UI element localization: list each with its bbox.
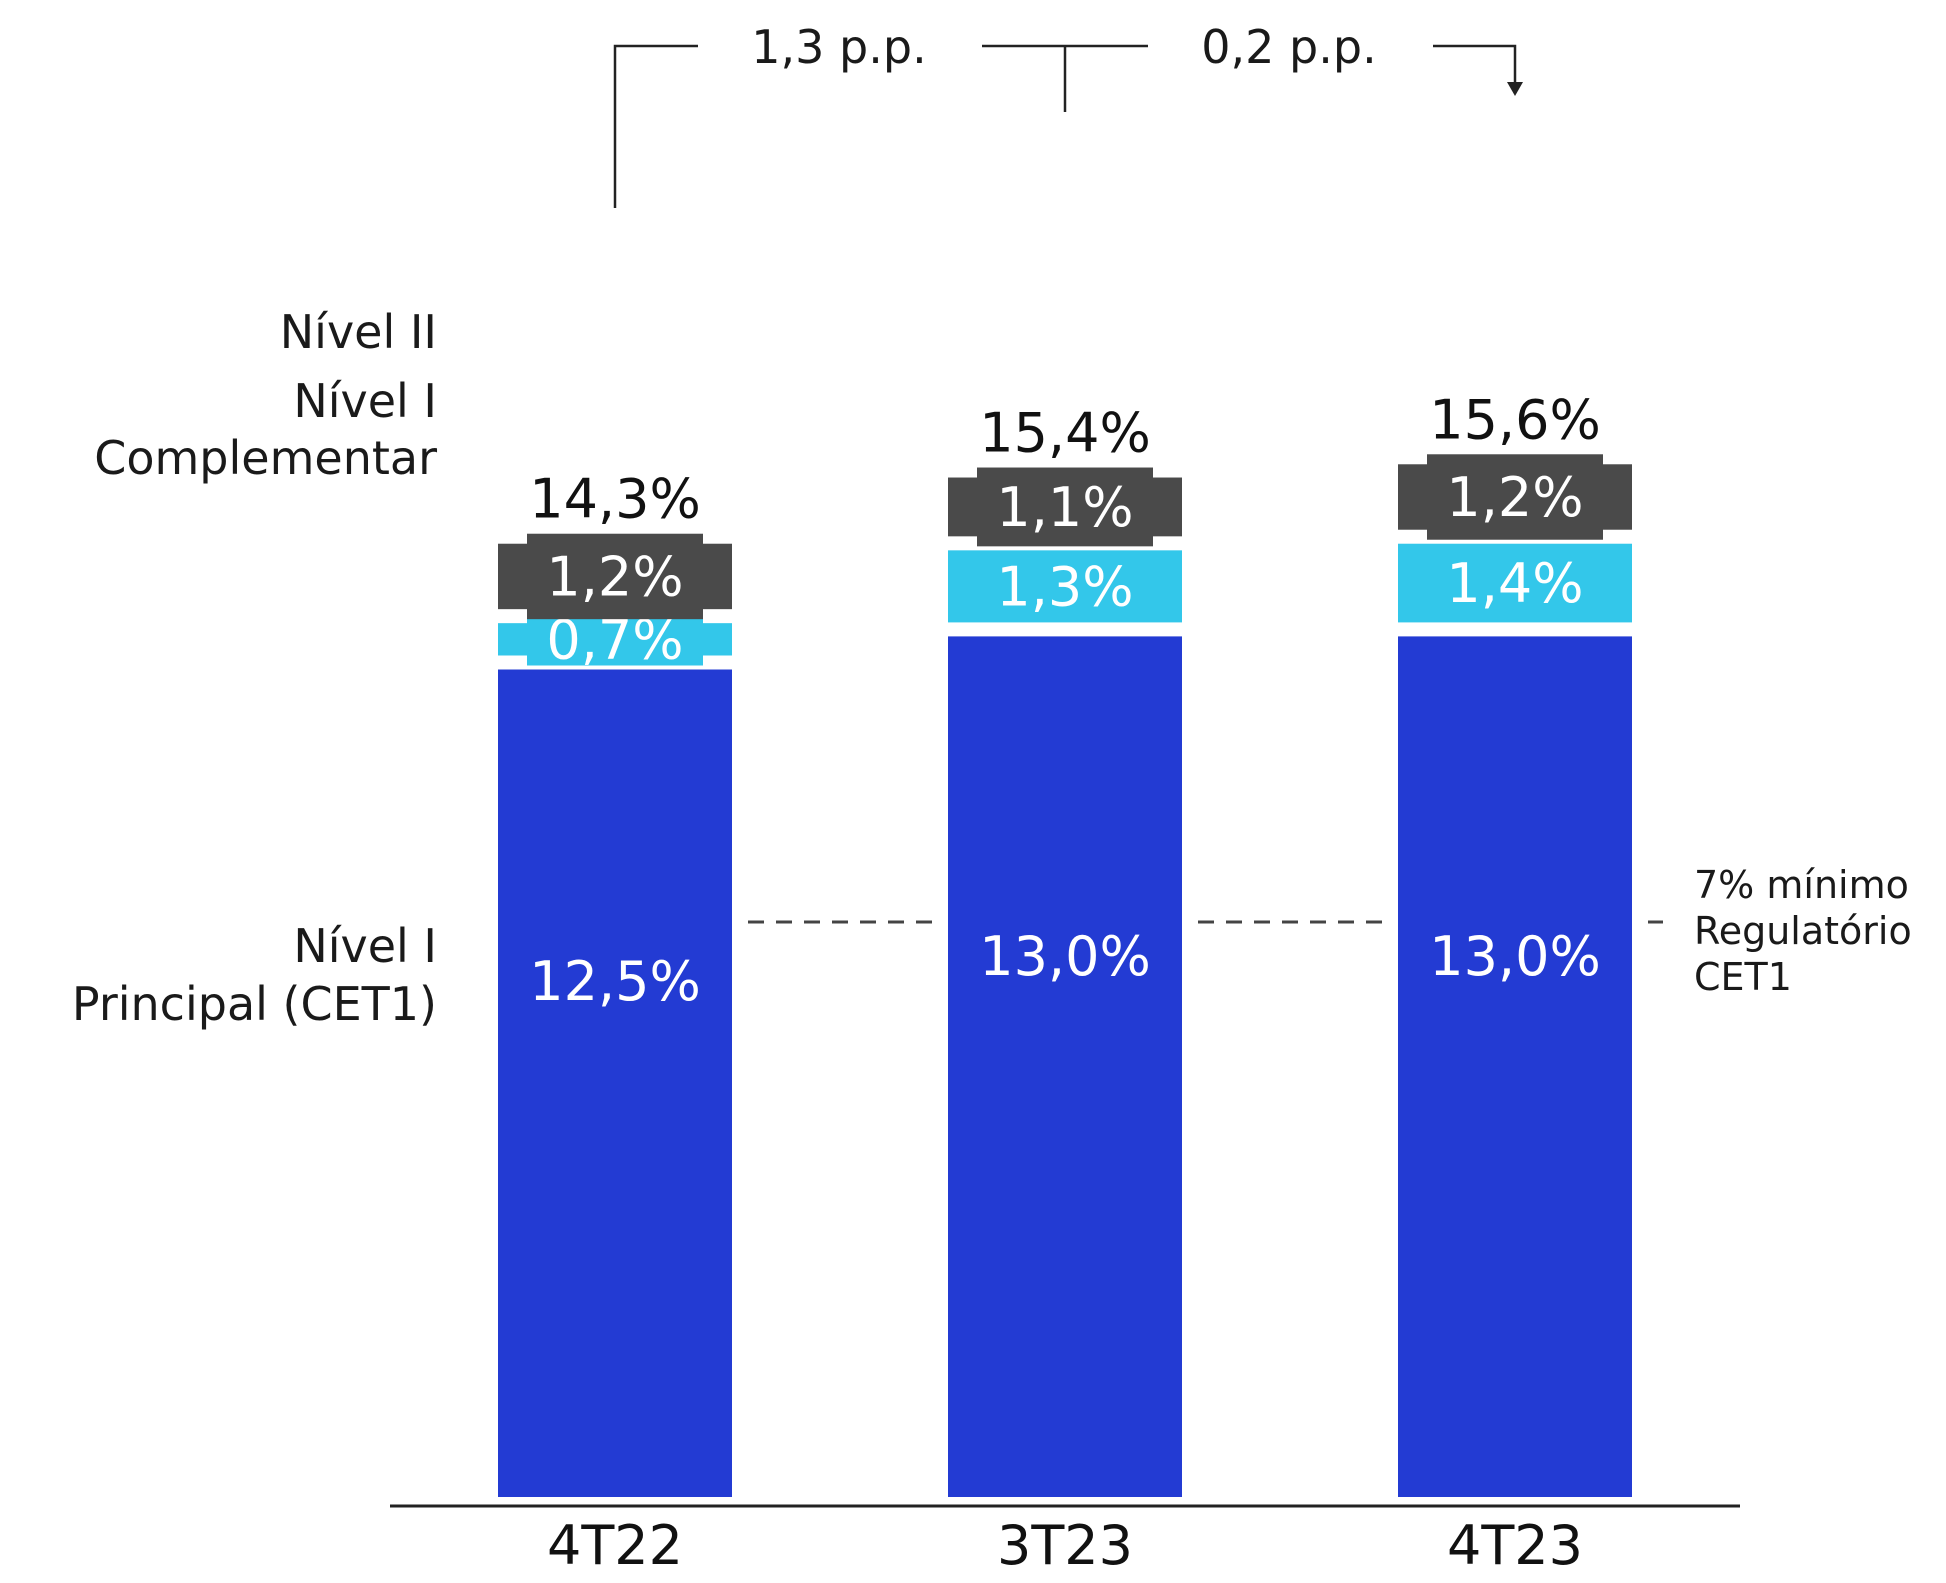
reference-label-line1: 7% mínimo [1694, 863, 1909, 907]
delta-label-1: 1,3 p.p. [751, 20, 926, 74]
bar-label-tab-nivel2-3T23 [977, 467, 1153, 547]
bar-value-label-cet1-4T22: 12,5% [529, 950, 701, 1013]
bar-value-label-complementar-3T23: 1,3% [996, 555, 1133, 618]
bars-layer: 12,5%0,7%1,2%14,3%4T2213,0%1,3%1,1%15,4%… [390, 388, 1740, 1577]
series-label-cet1-line2: Principal (CET1) [72, 977, 437, 1031]
annotations-layer [613, 44, 1663, 924]
bar-total-label-4T22: 14,3% [529, 468, 701, 531]
bar-segment-cet1-4T22 [498, 669, 732, 1497]
bar-segment-cet1-3T23 [948, 636, 1182, 1497]
category-label-4T23: 4T23 [1447, 1514, 1583, 1577]
category-label-4T22: 4T22 [547, 1514, 683, 1577]
reference-label-line3: CET1 [1694, 955, 1792, 999]
series-label-complementar-line1: Nível I [293, 374, 437, 428]
bar-value-label-complementar-4T23: 1,4% [1446, 552, 1583, 615]
series-label-complementar-line2: Complementar [94, 431, 437, 485]
bar-segment-complementar-3T23 [948, 550, 1182, 623]
series-label-nivel2: Nível II [280, 305, 437, 359]
series-label-cet1-line1: Nível I [293, 919, 437, 973]
delta-bracket-right [1433, 44, 1517, 84]
bar-segment-complementar-4T23 [1398, 543, 1632, 623]
delta-label-2: 0,2 p.p. [1201, 20, 1376, 74]
bar-value-label-cet1-4T23: 13,0% [1429, 925, 1601, 988]
reference-label-line2: Regulatório [1694, 909, 1912, 953]
bar-value-label-nivel2-4T23: 1,2% [1446, 466, 1583, 529]
category-label-3T23: 3T23 [997, 1514, 1133, 1577]
bar-total-label-3T23: 15,4% [979, 402, 1151, 465]
delta-arrow-head [1507, 82, 1523, 96]
bar-total-label-4T23: 15,6% [1429, 388, 1601, 451]
delta-bracket-left [613, 44, 698, 208]
bar-label-tab-nivel2-4T23 [1427, 454, 1603, 540]
bar-value-label-nivel2-4T22: 1,2% [546, 545, 683, 608]
bar-value-label-cet1-3T23: 13,0% [979, 925, 1151, 988]
bar-value-label-nivel2-3T23: 1,1% [996, 476, 1133, 539]
bar-label-tab-nivel2-4T22 [527, 533, 703, 620]
bar-label-tab-complementar-4T22 [527, 613, 703, 666]
bar-segment-cet1-4T23 [1398, 636, 1632, 1497]
